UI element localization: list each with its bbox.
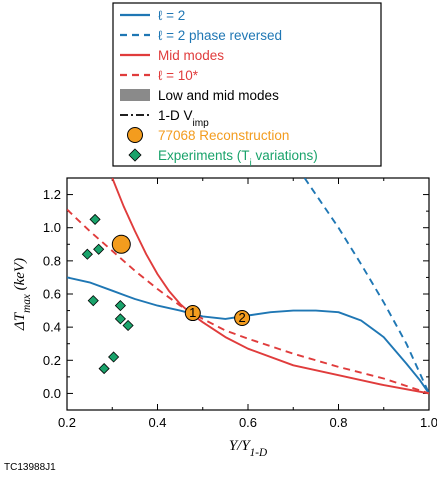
legend-label-l2: ℓ = 2 — [158, 8, 185, 23]
experiment-point — [108, 351, 120, 363]
y-tick-label: 0.2 — [43, 353, 61, 368]
reconstruction-point-label: 1 — [189, 305, 196, 320]
y-tick-label: 0.0 — [43, 386, 61, 401]
x-tick-label: 0.8 — [329, 415, 347, 430]
series-line-l10 — [67, 208, 429, 395]
y-tick-label: 0.4 — [43, 320, 61, 335]
reconstruction-point — [111, 234, 131, 254]
experiment-point — [114, 313, 126, 325]
legend-label-l10: ℓ = 10* — [158, 68, 199, 83]
legend-label-recon: 77068 Reconstruction — [158, 128, 289, 143]
legend-label-l2pr: ℓ = 2 phase reversed — [158, 28, 282, 43]
reconstruction-point — [184, 305, 201, 322]
series-line-l2 — [67, 276, 429, 394]
legend-label-vimp: 1-D Vimp — [158, 108, 209, 129]
legend-swatch-recon — [127, 127, 143, 143]
experiment-point — [89, 213, 101, 225]
figure-id: TC13988J1 — [4, 462, 56, 473]
plot-area: 0.2 0.4 0.6 0.8 1.0 0.0 0.2 0.4 0.6 0.8 1.0 1.2 Y/Y1… — [12, 177, 437, 459]
x-tick-label: 1.0 — [420, 415, 437, 430]
experiment-point — [98, 363, 110, 375]
legend-swatch-lowmid — [120, 89, 150, 101]
legend-swatch-exp — [128, 148, 142, 162]
series-line-l2pr — [303, 178, 429, 394]
series-line-mid — [111, 178, 429, 395]
legend-label-exp: Experiments (Ti variations) — [158, 148, 318, 169]
legend-box — [112, 2, 382, 167]
legend: ℓ = 2 ℓ = 2 phase reversed Mid modes ℓ = 10… — [112, 2, 382, 169]
x-tick-label: 0.4 — [148, 415, 166, 430]
y-tick-label: 1.2 — [43, 187, 61, 202]
y-tick-label: 0.6 — [43, 287, 61, 302]
reconstruction-point-label: 2 — [239, 310, 246, 325]
x-tick-label: 0.2 — [58, 415, 76, 430]
series-group — [67, 178, 429, 395]
legend-label-lowmid: Low and mid modes — [158, 88, 279, 103]
experiment-point — [87, 295, 99, 307]
y-axis-label: ΔTmax (keV) — [12, 258, 33, 331]
x-axis-label: Y/Y1-D — [229, 438, 267, 459]
experiment-point — [81, 248, 93, 260]
y-tick-label: 0.8 — [43, 253, 61, 268]
experiment-point — [122, 319, 134, 332]
experiment-point — [114, 300, 126, 312]
experiment-point — [93, 243, 105, 255]
reconstruction-point — [234, 310, 251, 327]
y-tick-label: 1.0 — [43, 220, 61, 235]
x-tick-label: 0.6 — [239, 415, 257, 430]
legend-label-mid: Mid modes — [158, 48, 224, 63]
